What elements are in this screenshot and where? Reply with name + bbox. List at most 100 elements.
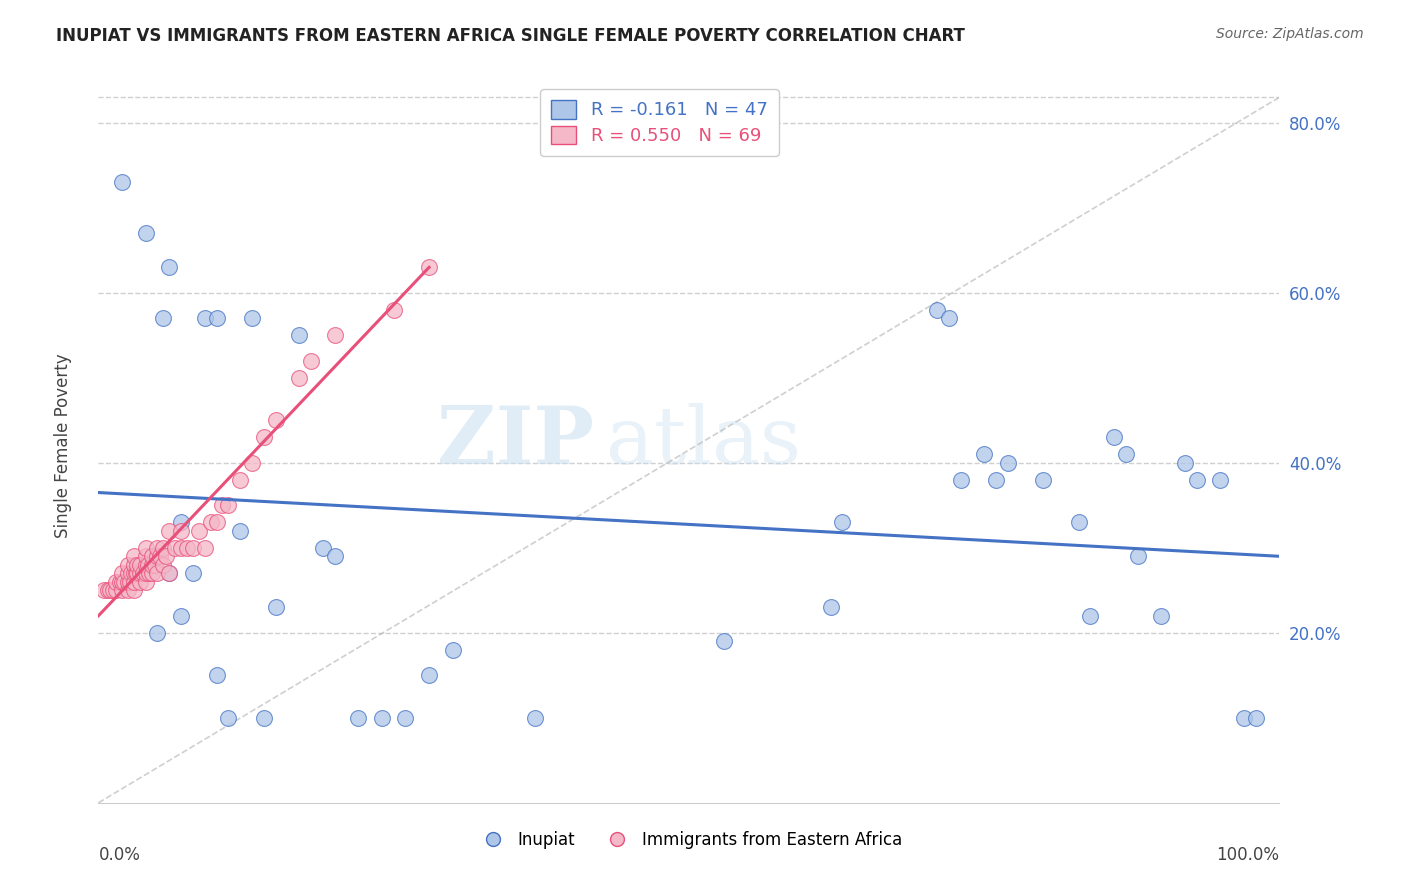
Point	[371, 711, 394, 725]
Point	[205, 668, 228, 682]
Point	[98, 583, 121, 598]
Point	[117, 574, 139, 589]
Point	[149, 549, 172, 564]
Point	[1174, 456, 1197, 470]
Text: 0.0%: 0.0%	[98, 847, 141, 864]
Text: Source: ZipAtlas.com: Source: ZipAtlas.com	[1216, 27, 1364, 41]
Point	[135, 558, 157, 572]
Point	[157, 260, 180, 275]
Point	[117, 558, 139, 572]
Point	[122, 558, 145, 572]
Point	[1209, 473, 1232, 487]
Point	[111, 574, 134, 589]
Point	[101, 583, 124, 598]
Point	[146, 566, 169, 581]
Point	[146, 625, 169, 640]
Point	[347, 711, 370, 725]
Point	[713, 634, 735, 648]
Point	[997, 456, 1019, 470]
Point	[984, 473, 1007, 487]
Point	[1032, 473, 1054, 487]
Text: Single Female Poverty: Single Female Poverty	[55, 354, 72, 538]
Point	[187, 524, 209, 538]
Point	[138, 566, 160, 581]
Point	[165, 541, 187, 555]
Point	[135, 541, 157, 555]
Point	[108, 574, 131, 589]
Point	[125, 566, 148, 581]
Text: 100.0%: 100.0%	[1216, 847, 1279, 864]
Point	[181, 541, 204, 555]
Point	[524, 711, 547, 725]
Point	[152, 541, 174, 555]
Point	[938, 311, 960, 326]
Point	[121, 566, 143, 581]
Point	[143, 558, 166, 572]
Point	[146, 541, 169, 555]
Point	[1115, 447, 1137, 461]
Point	[170, 608, 193, 623]
Point	[176, 541, 198, 555]
Point	[117, 566, 139, 581]
Point	[170, 516, 193, 530]
Point	[170, 541, 193, 555]
Point	[229, 473, 252, 487]
Point	[122, 574, 145, 589]
Point	[128, 574, 150, 589]
Point	[441, 642, 464, 657]
Point	[253, 430, 276, 444]
Point	[382, 302, 405, 317]
Point	[122, 549, 145, 564]
Point	[194, 311, 217, 326]
Point	[157, 566, 180, 581]
Point	[157, 524, 180, 538]
Point	[155, 549, 177, 564]
Point	[135, 549, 157, 564]
Point	[136, 558, 159, 572]
Point	[1126, 549, 1149, 564]
Point	[925, 302, 948, 317]
Text: atlas: atlas	[606, 402, 801, 481]
Point	[157, 566, 180, 581]
Point	[1185, 473, 1208, 487]
Point	[127, 566, 149, 581]
Point	[111, 175, 134, 189]
Point	[1244, 711, 1267, 725]
Point	[141, 558, 163, 572]
Point	[949, 473, 972, 487]
Point	[111, 583, 134, 598]
Point	[288, 371, 311, 385]
Point	[831, 516, 853, 530]
Point	[820, 600, 842, 615]
Point	[217, 711, 239, 725]
Point	[152, 311, 174, 326]
Point	[152, 558, 174, 572]
Point	[205, 311, 228, 326]
Point	[205, 516, 228, 530]
Point	[323, 328, 346, 343]
Point	[418, 668, 440, 682]
Point	[1102, 430, 1125, 444]
Point	[1150, 608, 1173, 623]
Point	[146, 549, 169, 564]
Point	[229, 524, 252, 538]
Point	[141, 549, 163, 564]
Point	[312, 541, 335, 555]
Text: ZIP: ZIP	[437, 402, 595, 481]
Point	[323, 549, 346, 564]
Point	[135, 574, 157, 589]
Text: INUPIAT VS IMMIGRANTS FROM EASTERN AFRICA SINGLE FEMALE POVERTY CORRELATION CHAR: INUPIAT VS IMMIGRANTS FROM EASTERN AFRIC…	[56, 27, 965, 45]
Point	[240, 311, 263, 326]
Point	[1067, 516, 1090, 530]
Point	[120, 574, 142, 589]
Point	[194, 541, 217, 555]
Point	[211, 498, 233, 512]
Point	[97, 583, 120, 598]
Point	[128, 558, 150, 572]
Point	[127, 558, 149, 572]
Point	[200, 516, 222, 530]
Point	[288, 328, 311, 343]
Point	[170, 524, 193, 538]
Point	[181, 566, 204, 581]
Point	[299, 353, 322, 368]
